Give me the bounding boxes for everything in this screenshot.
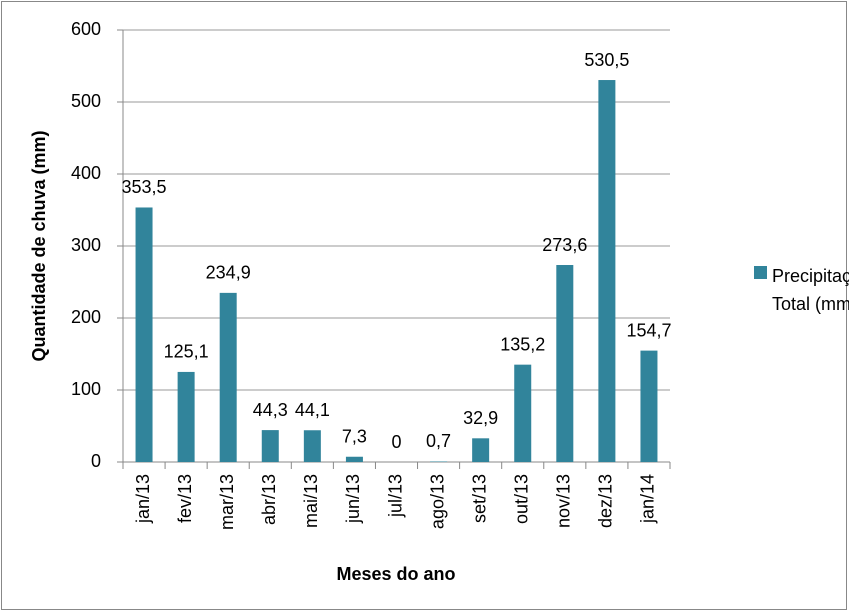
- legend-swatch: [754, 266, 767, 279]
- x-tick-label: abr/13: [259, 474, 279, 525]
- data-label: 44,3: [253, 400, 288, 420]
- y-tick-label: 200: [71, 307, 101, 327]
- y-tick-label: 600: [71, 19, 101, 39]
- x-tick-label: jan/14: [638, 474, 658, 524]
- y-axis-title: Quantidade de chuva (mm): [29, 130, 49, 361]
- bar: [303, 430, 321, 462]
- data-label: 234,9: [206, 263, 251, 283]
- bar: [261, 430, 279, 462]
- data-label: 273,6: [542, 235, 587, 255]
- bar: [345, 456, 363, 462]
- x-tick-label: mai/13: [301, 474, 321, 528]
- bar: [135, 207, 153, 462]
- x-axis-title: Meses do ano: [336, 564, 455, 584]
- x-tick-label: nov/13: [554, 474, 574, 528]
- y-tick-label: 500: [71, 91, 101, 111]
- data-label: 7,3: [342, 426, 367, 446]
- x-tick-label: ago/13: [427, 474, 447, 529]
- bar: [640, 350, 658, 462]
- bar: [598, 80, 616, 462]
- bar: [177, 371, 195, 462]
- x-tick-label: jun/13: [343, 474, 363, 524]
- data-label: 125,1: [164, 342, 209, 362]
- y-tick-label: 0: [91, 451, 101, 471]
- bar: [514, 364, 532, 462]
- data-label: 44,1: [295, 400, 330, 420]
- x-tick-label: jul/13: [385, 474, 405, 518]
- data-label: 0: [391, 432, 401, 452]
- x-tick-label: out/13: [511, 474, 531, 524]
- data-label: 353,5: [122, 177, 167, 197]
- bar: [219, 292, 237, 462]
- x-tick-label: fev/13: [175, 474, 195, 523]
- x-tick-label: mar/13: [217, 474, 237, 530]
- x-tick-label: jan/13: [133, 474, 153, 524]
- legend-label: Precipitação Total (mm): [772, 266, 849, 314]
- data-label: 135,2: [500, 334, 545, 354]
- x-tick-label: set/13: [469, 474, 489, 523]
- data-label: 32,9: [463, 408, 498, 428]
- x-tick-label: dez/13: [596, 474, 616, 528]
- y-tick-label: 300: [71, 235, 101, 255]
- bar: [472, 438, 490, 462]
- y-tick-label: 400: [71, 163, 101, 183]
- y-tick-label: 100: [71, 379, 101, 399]
- bar: [556, 265, 574, 462]
- data-label: 0,7: [426, 431, 451, 451]
- data-label: 154,7: [626, 320, 671, 340]
- data-label: 530,5: [584, 50, 629, 70]
- bar: [430, 461, 448, 462]
